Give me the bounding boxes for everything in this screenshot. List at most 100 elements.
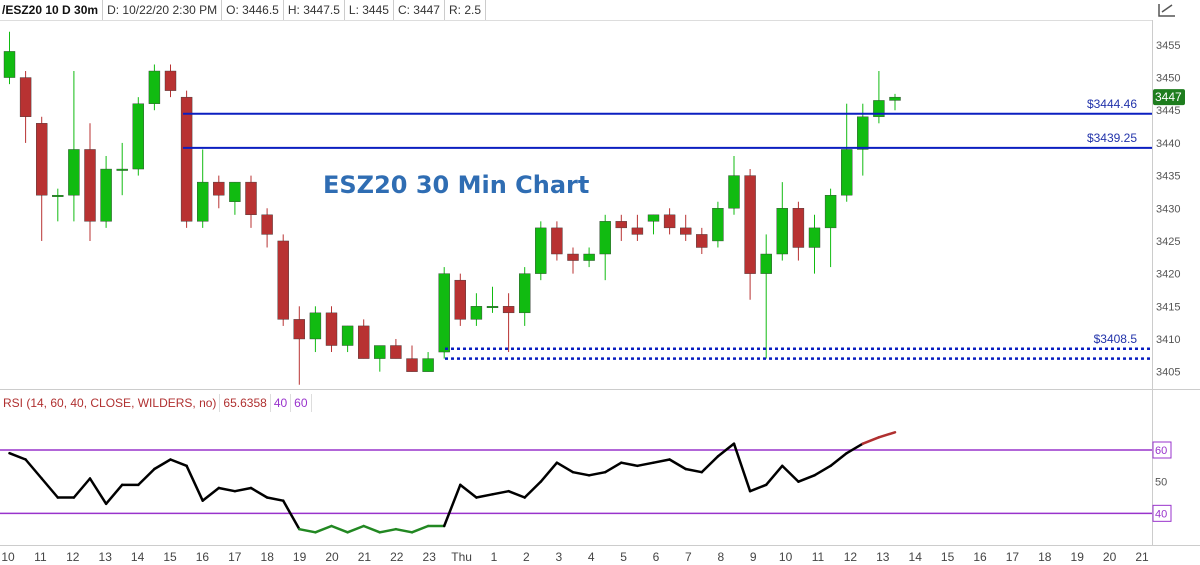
- candle[interactable]: [19, 71, 32, 143]
- rsi-segment: [88, 477, 108, 506]
- candle[interactable]: [889, 93, 901, 111]
- rsi-segment: [217, 486, 237, 493]
- candle[interactable]: [486, 286, 499, 313]
- candle[interactable]: [358, 319, 370, 359]
- candle[interactable]: [325, 306, 338, 353]
- candle[interactable]: [680, 214, 692, 241]
- rsi-segment: [72, 477, 92, 499]
- date-readout: D: 10/22/20 2:30 PM: [103, 0, 223, 20]
- rsi-lower-level: 40: [271, 394, 292, 412]
- candle[interactable]: [213, 175, 225, 209]
- rsi-segment: [201, 486, 221, 502]
- candle[interactable]: [551, 221, 563, 261]
- candle[interactable]: [374, 345, 386, 372]
- candle[interactable]: [3, 31, 16, 85]
- candle[interactable]: [744, 169, 756, 300]
- candle[interactable]: [100, 155, 112, 228]
- rsi-segment: [748, 483, 768, 493]
- price-level-label: $3444.46: [1087, 97, 1137, 111]
- candle[interactable]: [792, 201, 805, 261]
- candle[interactable]: [148, 64, 161, 111]
- candle[interactable]: [52, 188, 64, 222]
- candle[interactable]: [841, 103, 853, 202]
- candle[interactable]: [502, 293, 515, 353]
- candle[interactable]: [808, 214, 821, 274]
- candle[interactable]: [519, 267, 531, 326]
- candle[interactable]: [164, 64, 177, 98]
- candle[interactable]: [36, 116, 48, 241]
- candle[interactable]: [567, 247, 579, 274]
- rsi-study-label[interactable]: RSI (14, 60, 40, CLOSE, WILDERS, no): [0, 394, 221, 412]
- time-tick-label: 10: [779, 550, 793, 564]
- time-tick-label: 20: [1103, 550, 1117, 564]
- rsi-segment: [636, 461, 655, 468]
- rsi-segment: [330, 524, 349, 534]
- candle[interactable]: [68, 71, 80, 222]
- candle[interactable]: [196, 149, 209, 228]
- candle[interactable]: [599, 214, 611, 281]
- candle[interactable]: [229, 181, 241, 215]
- candle[interactable]: [663, 208, 676, 235]
- candle[interactable]: [470, 293, 483, 326]
- candle-body: [245, 181, 257, 216]
- candle-body: [824, 194, 837, 229]
- candle[interactable]: [696, 227, 708, 255]
- candle[interactable]: [309, 306, 322, 353]
- candle-body: [744, 175, 756, 274]
- candle-body: [213, 181, 225, 196]
- candle-body: [583, 253, 595, 261]
- candle-body: [438, 273, 450, 353]
- candle[interactable]: [116, 142, 128, 196]
- low-readout: L: 3445: [345, 0, 394, 20]
- rsi-segment: [314, 524, 333, 534]
- candle[interactable]: [454, 273, 466, 326]
- close-readout: C: 3447: [394, 0, 445, 20]
- candle[interactable]: [293, 306, 305, 385]
- time-tick-label: 10: [1, 550, 15, 564]
- candle-body: [696, 234, 708, 248]
- time-tick-label: 16: [196, 550, 210, 564]
- candle[interactable]: [647, 214, 660, 235]
- rsi-segment: [813, 464, 832, 477]
- rsi-segment: [523, 480, 543, 499]
- candle[interactable]: [857, 103, 869, 176]
- candle[interactable]: [776, 182, 788, 261]
- rsi-segment: [797, 474, 816, 483]
- symbol-label[interactable]: /ESZ20 10 D 30m: [0, 0, 104, 20]
- price-tick-label: 3445: [1156, 105, 1180, 117]
- candle[interactable]: [728, 155, 740, 215]
- time-tick-label: 5: [620, 550, 627, 564]
- candle-body: [535, 227, 547, 274]
- candle[interactable]: [824, 188, 837, 268]
- draw-tool-icon[interactable]: [1156, 2, 1178, 18]
- time-tick-label: 12: [66, 550, 80, 564]
- candle[interactable]: [180, 90, 193, 228]
- rsi-segment: [459, 483, 478, 499]
- candle[interactable]: [583, 247, 595, 268]
- rsi-segment: [684, 467, 704, 474]
- candle[interactable]: [631, 214, 644, 241]
- time-tick-label: 11: [812, 550, 825, 564]
- candle[interactable]: [438, 267, 450, 359]
- candle-body: [889, 96, 901, 101]
- price-tick-label: 3440: [1156, 138, 1180, 150]
- candle[interactable]: [84, 123, 96, 241]
- price-tick-label: 3415: [1156, 301, 1180, 313]
- rsi-segment: [40, 477, 60, 499]
- candle[interactable]: [406, 345, 418, 372]
- candle[interactable]: [341, 325, 354, 353]
- candle[interactable]: [390, 338, 402, 359]
- candle[interactable]: [873, 71, 885, 124]
- candle[interactable]: [422, 352, 434, 372]
- rsi-segment: [587, 470, 607, 477]
- candle[interactable]: [535, 221, 547, 281]
- candle[interactable]: [277, 234, 289, 326]
- candle[interactable]: [132, 97, 145, 176]
- candle[interactable]: [245, 175, 257, 228]
- open-readout: O: 3446.5: [222, 0, 284, 20]
- candle[interactable]: [760, 234, 772, 359]
- candle[interactable]: [261, 208, 273, 248]
- candle[interactable]: [712, 201, 724, 248]
- candle[interactable]: [615, 214, 627, 241]
